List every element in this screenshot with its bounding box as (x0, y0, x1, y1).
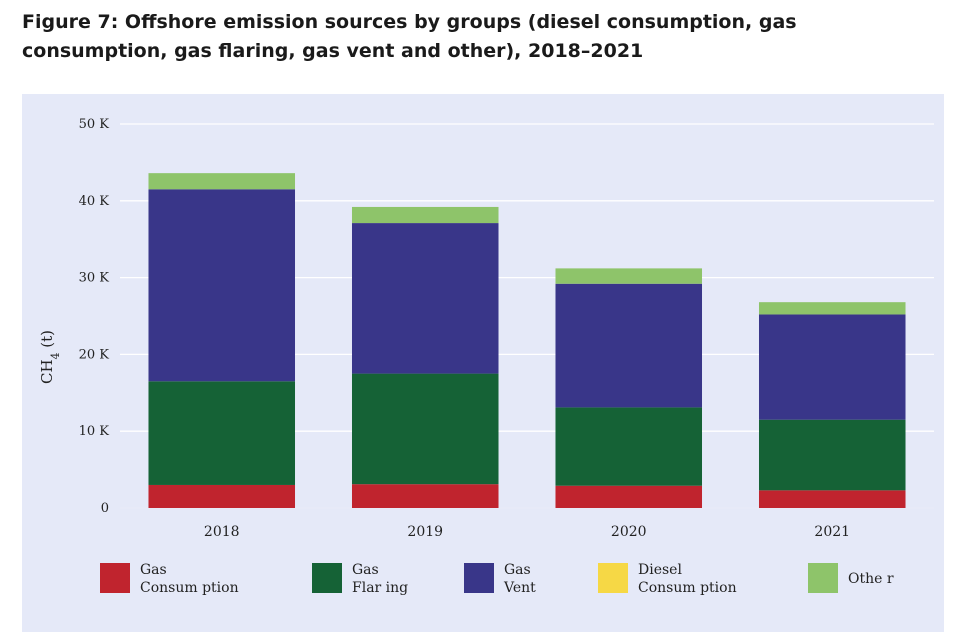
bar-2018-gas-vent (148, 189, 296, 382)
y-axis-label: CH4 (t) (38, 330, 62, 384)
y-tick-label: 40 K (79, 194, 110, 209)
bar-2020-other (555, 268, 703, 284)
legend-item-gas-consumption: Gas Consum ption (100, 562, 239, 596)
bar-2019-gas-flaring (351, 373, 499, 485)
legend-item-other: Othe r (808, 563, 894, 593)
bar-2021-gas-flaring (758, 419, 906, 491)
x-tick-label: 2021 (814, 524, 850, 540)
legend-swatch (808, 563, 838, 593)
bar-2018-gas-consumption (148, 484, 296, 508)
legend-item-diesel-consumption: Diesel Consum ption (598, 562, 737, 596)
bar-2019-other (351, 206, 499, 224)
y-tick-label: 50 K (79, 117, 110, 132)
bar-2021-gas-consumption (758, 490, 906, 508)
bars (148, 173, 906, 508)
x-axis-ticks: 2018 2019 2020 2021 (204, 524, 850, 540)
x-tick-label: 2020 (611, 524, 647, 540)
legend-swatch (464, 563, 494, 593)
stacked-bar-chart: 0 10 K 20 K 30 K 40 K 50 K 2018 2019 2020 2021 C… (38, 117, 934, 596)
legend-swatch (598, 563, 628, 593)
y-tick-label: 10 K (79, 424, 110, 439)
bar-2018-gas-flaring (148, 381, 296, 485)
y-tick-label: 20 K (79, 347, 110, 362)
legend-label: Gas Consum ption (140, 562, 239, 596)
y-axis-ticks: 0 10 K 20 K 30 K 40 K 50 K (79, 117, 110, 516)
legend-item-gas-flaring: Gas Flar ing (312, 562, 408, 596)
figure-title: Figure 7: Offshore emission sources by g… (22, 11, 797, 62)
bar-2019-gas-consumption (351, 484, 499, 508)
x-tick-label: 2019 (407, 524, 443, 540)
bar-2020-gas-flaring (555, 407, 703, 486)
bar-2021-gas-vent (758, 314, 906, 420)
legend-item-gas-vent: Gas Vent (464, 562, 536, 596)
bar-2020-gas-consumption (555, 485, 703, 508)
legend-swatch (312, 563, 342, 593)
x-tick-label: 2018 (204, 524, 240, 540)
y-tick-label: 30 K (79, 271, 110, 286)
legend-label: Diesel Consum ption (638, 562, 737, 596)
legend: Gas Consum ption Gas Flar ing Gas Vent Diesel C… (100, 562, 894, 596)
bar-2019-gas-vent (351, 223, 499, 374)
bar-2020-gas-vent (555, 283, 703, 408)
legend-label: Othe r (848, 571, 894, 587)
chart-panel: 0 10 K 20 K 30 K 40 K 50 K 2018 2019 2020 2021 C… (22, 94, 944, 632)
bar-2021-other (758, 302, 906, 315)
legend-swatch (100, 563, 130, 593)
y-tick-label: 0 (101, 501, 109, 516)
bar-2018-other (148, 173, 296, 190)
legend-label: Gas Flar ing (352, 562, 408, 596)
legend-label: Gas Vent (503, 562, 536, 596)
